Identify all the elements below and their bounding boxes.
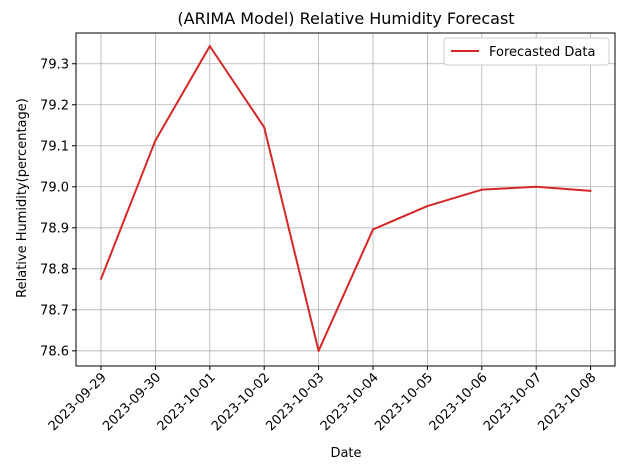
data-point xyxy=(426,205,429,208)
data-point xyxy=(372,228,374,231)
y-ticks: 78.6 78.7 78.8 78.9 79.0 79.1 79.2 79.3 xyxy=(40,57,76,359)
y-tick-label: 78.7 xyxy=(40,303,69,318)
y-tick-label: 79.0 xyxy=(40,180,69,195)
chart-title: (ARIMA Model) Relative Humidity Forecast xyxy=(177,9,514,28)
data-point xyxy=(480,188,483,191)
series-line xyxy=(100,45,591,352)
series-lines xyxy=(100,45,592,352)
plot-frame xyxy=(75,32,616,367)
y-tick-label: 78.8 xyxy=(40,262,69,277)
data-point xyxy=(535,185,538,188)
grid xyxy=(76,33,615,366)
y-tick-label: 78.6 xyxy=(40,344,69,359)
legend: Forecasted Data xyxy=(443,37,610,66)
data-point xyxy=(100,278,102,281)
y-tick-label: 79.2 xyxy=(40,98,69,113)
y-tick-label: 79.3 xyxy=(40,57,69,72)
x-axis-label: Date xyxy=(330,446,361,461)
y-tick-label: 78.9 xyxy=(40,221,69,236)
data-point xyxy=(154,139,157,142)
y-axis-label: Relative Humidity(percentage) xyxy=(15,98,30,298)
data-point xyxy=(208,45,211,48)
data-point xyxy=(263,126,266,129)
data-point xyxy=(317,349,320,352)
data-point xyxy=(589,189,592,192)
y-tick-label: 79.1 xyxy=(40,139,69,154)
legend-label: Forecasted Data xyxy=(489,45,595,60)
legend-box xyxy=(443,37,610,66)
